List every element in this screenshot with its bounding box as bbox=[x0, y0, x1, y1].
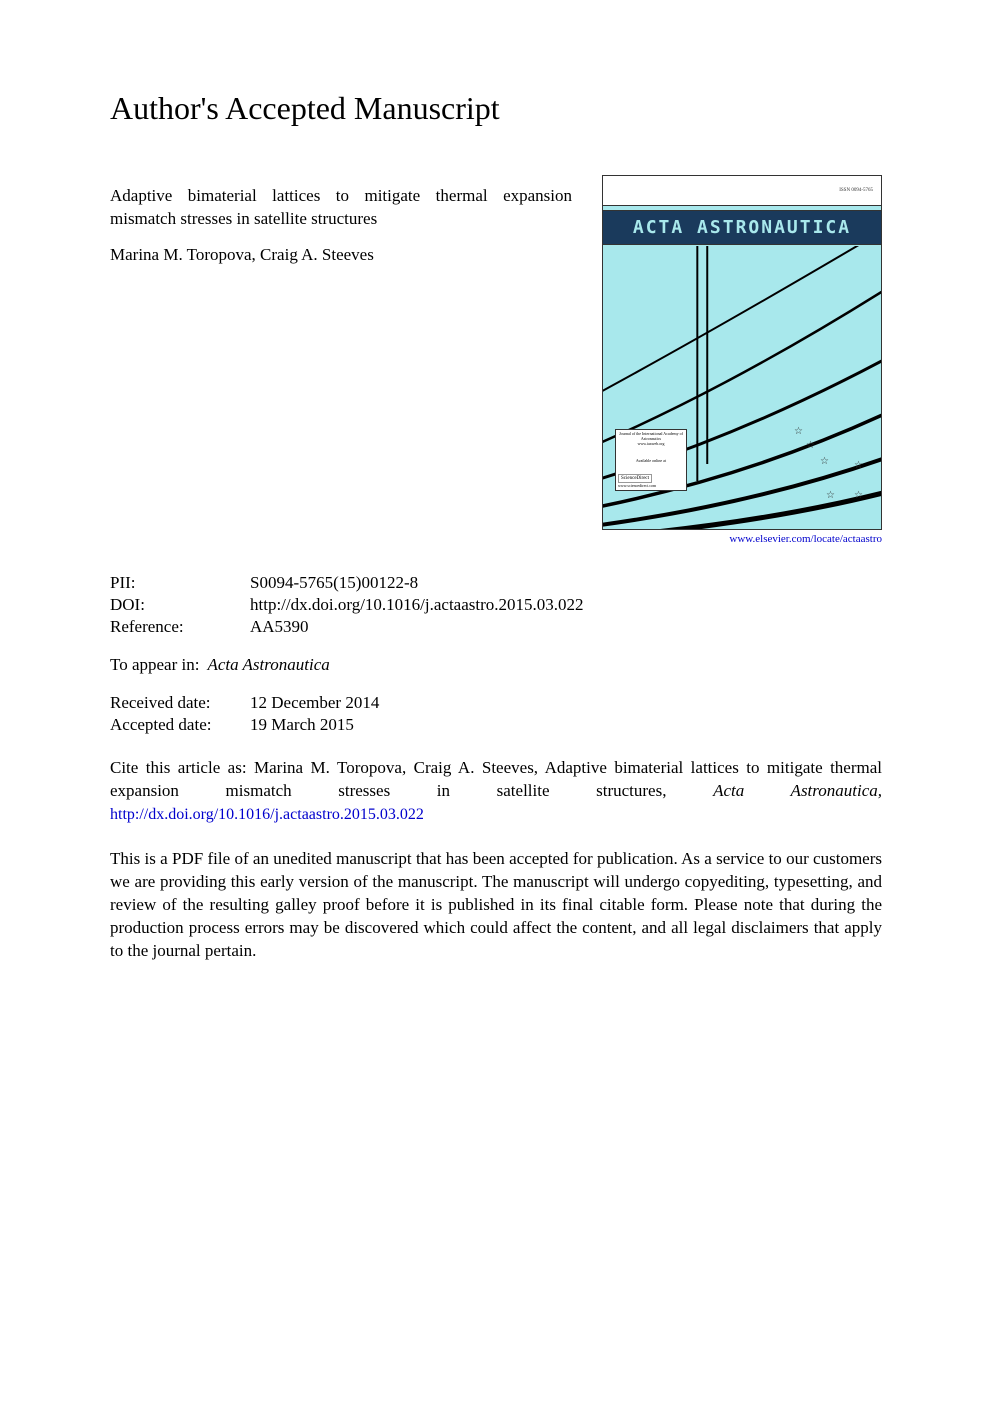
appear-label: To appear in: bbox=[110, 655, 199, 675]
cover-info-mid: Available online at bbox=[618, 458, 684, 463]
accepted-label: Accepted date: bbox=[110, 715, 250, 735]
journal-title-banner: ACTA ASTRONAUTICA bbox=[603, 210, 881, 245]
journal-cover: ISSN 0094-5765 ACTA ASTRONAUTICA ☆ ☆ ☆ ☆ bbox=[602, 175, 882, 530]
article-title: Adaptive bimaterial lattices to mitigate… bbox=[110, 185, 572, 231]
appear-row: To appear in: Acta Astronautica bbox=[110, 655, 882, 675]
appear-journal: Acta Astronautica bbox=[207, 655, 329, 675]
dates-block: Received date: 12 December 2014 Accepted… bbox=[110, 693, 882, 735]
article-info-column: Adaptive bimaterial lattices to mitigate… bbox=[110, 175, 572, 545]
received-value: 12 December 2014 bbox=[250, 693, 379, 713]
journal-cover-wrap: ISSN 0094-5765 ACTA ASTRONAUTICA ☆ ☆ ☆ ☆ bbox=[602, 175, 882, 545]
journal-website-link[interactable]: www.elsevier.com/locate/actaastro bbox=[602, 533, 882, 545]
star-icon: ☆ bbox=[854, 490, 863, 501]
cover-sd-url: www.sciencedirect.com bbox=[618, 483, 656, 488]
doi-link[interactable]: http://dx.doi.org/10.1016/j.actaastro.20… bbox=[250, 595, 882, 615]
accepted-row: Accepted date: 19 March 2015 bbox=[110, 715, 882, 735]
doi-row: DOI: http://dx.doi.org/10.1016/j.actaast… bbox=[110, 595, 882, 615]
received-label: Received date: bbox=[110, 693, 250, 713]
article-authors: Marina M. Toropova, Craig A. Steeves bbox=[110, 245, 572, 265]
received-row: Received date: 12 December 2014 bbox=[110, 693, 882, 713]
citation-journal: Acta Astronautica, bbox=[713, 781, 882, 800]
issn-label: ISSN 0094-5765 bbox=[839, 188, 873, 193]
disclaimer-text: This is a PDF file of an unedited manusc… bbox=[110, 848, 882, 963]
star-icon: ☆ bbox=[820, 456, 829, 467]
cover-top-bar: ISSN 0094-5765 bbox=[603, 176, 881, 206]
pii-label: PII: bbox=[110, 573, 250, 593]
star-icon: ☆ bbox=[806, 440, 815, 451]
cover-info-box: Journal of the International Academy of … bbox=[615, 429, 687, 491]
cover-info-academy: Journal of the International Academy of … bbox=[619, 431, 683, 441]
pii-row: PII: S0094-5765(15)00122-8 bbox=[110, 573, 882, 593]
appear-block: To appear in: Acta Astronautica bbox=[110, 655, 882, 675]
star-icon: ☆ bbox=[794, 426, 803, 437]
accepted-value: 19 March 2015 bbox=[250, 715, 354, 735]
reference-value: AA5390 bbox=[250, 617, 882, 637]
citation-doi-link[interactable]: http://dx.doi.org/10.1016/j.actaastro.20… bbox=[110, 806, 424, 823]
cover-info-avail: Available online at bbox=[636, 458, 666, 463]
cover-info-bottom: ScienceDirect www.sciencedirect.com bbox=[618, 474, 684, 488]
citation-block: Cite this article as: Marina M. Toropova… bbox=[110, 757, 882, 826]
metadata-block: PII: S0094-5765(15)00122-8 DOI: http://d… bbox=[110, 573, 882, 637]
manuscript-page: Author's Accepted Manuscript Adaptive bi… bbox=[0, 0, 992, 1063]
cover-info-top: Journal of the International Academy of … bbox=[618, 432, 684, 446]
pii-value: S0094-5765(15)00122-8 bbox=[250, 573, 882, 593]
top-section: Adaptive bimaterial lattices to mitigate… bbox=[110, 175, 882, 545]
reference-row: Reference: AA5390 bbox=[110, 617, 882, 637]
star-icon: ☆ bbox=[854, 460, 863, 471]
star-icon: ☆ bbox=[826, 490, 835, 501]
cover-info-url: www.iaaweb.org bbox=[638, 441, 665, 446]
page-heading: Author's Accepted Manuscript bbox=[110, 90, 882, 127]
sciencedirect-badge: ScienceDirect bbox=[618, 474, 652, 483]
reference-label: Reference: bbox=[110, 617, 250, 637]
doi-label: DOI: bbox=[110, 595, 250, 615]
